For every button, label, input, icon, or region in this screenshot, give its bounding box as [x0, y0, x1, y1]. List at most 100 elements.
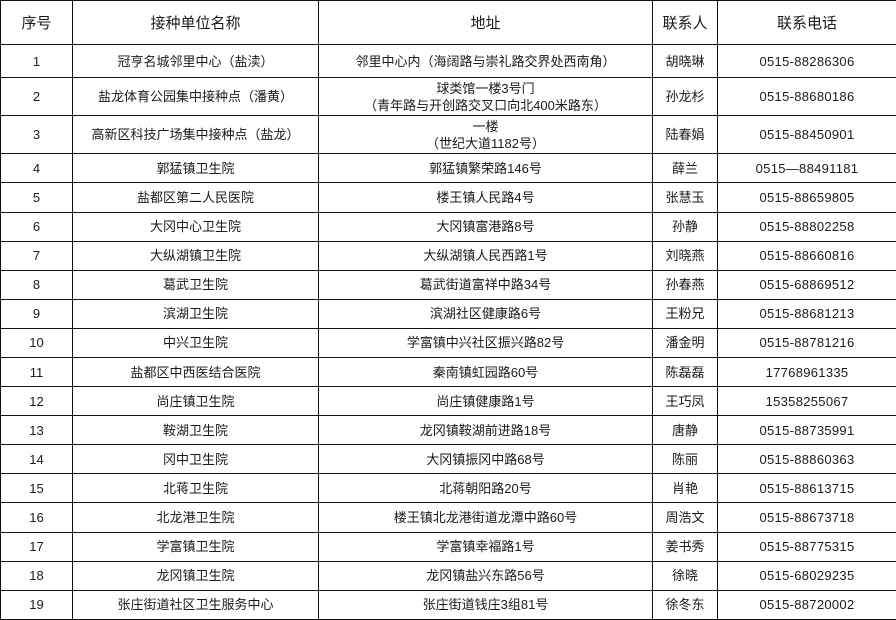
- cell-serial: 15: [0, 473, 73, 504]
- cell-serial: 2: [0, 77, 73, 117]
- cell-serial: 1: [0, 43, 73, 79]
- cell-unit-name: 盐都区第二人民医院: [72, 182, 319, 213]
- cell-contact: 肖艳: [652, 473, 718, 504]
- cell-contact: 刘晓燕: [652, 240, 718, 271]
- cell-contact: 胡晓琳: [652, 43, 718, 79]
- table-header: 序号 接种单位名称 地址 联系人 联系电话: [0, 0, 896, 45]
- cell-phone: 0515-88802258: [717, 211, 896, 242]
- cell-address: 滨湖社区健康路6号: [318, 298, 653, 329]
- header-row: 序号 接种单位名称 地址 联系人 联系电话: [0, 0, 896, 45]
- cell-address: 北蒋朝阳路20号: [318, 473, 653, 504]
- cell-contact: 徐冬东: [652, 589, 718, 620]
- cell-unit-name: 盐都区中西医结合医院: [72, 357, 319, 388]
- cell-contact: 王巧凤: [652, 386, 718, 417]
- table-row: 17 学富镇卫生院 学富镇幸福路1号 姜书秀 0515-88775315: [0, 531, 896, 562]
- cell-phone: 0515-88860363: [717, 444, 896, 475]
- cell-phone: 0515-68869512: [717, 269, 896, 300]
- table-row: 11 盐都区中西医结合医院 秦南镇虹园路60号 陈磊磊 17768961335: [0, 357, 896, 388]
- header-serial: 序号: [0, 0, 73, 45]
- cell-serial: 3: [0, 115, 73, 155]
- table-row: 5 盐都区第二人民医院 楼王镇人民路4号 张慧玉 0515-88659805: [0, 182, 896, 213]
- cell-address: 张庄街道钱庄3组81号: [318, 589, 653, 620]
- cell-serial: 12: [0, 386, 73, 417]
- table-row: 14 冈中卫生院 大冈镇振冈中路68号 陈丽 0515-88860363: [0, 444, 896, 475]
- cell-unit-name: 张庄街道社区卫生服务中心: [72, 589, 319, 620]
- cell-address: 球类馆一楼3号门 （青年路与开创路交叉口向北400米路东）: [318, 77, 653, 117]
- table-row: 1 冠亨名城邻里中心（盐渎） 邻里中心内（海阔路与崇礼路交界处西南角） 胡晓琳 …: [0, 43, 896, 79]
- table-row: 8 葛武卫生院 葛武街道富祥中路34号 孙春燕 0515-68869512: [0, 269, 896, 300]
- cell-phone: 0515-88781216: [717, 327, 896, 359]
- cell-unit-name: 冈中卫生院: [72, 444, 319, 475]
- table-row: 9 滨湖卫生院 滨湖社区健康路6号 王粉兄 0515-88681213: [0, 298, 896, 329]
- cell-phone: 15358255067: [717, 386, 896, 417]
- cell-phone: 0515-88659805: [717, 182, 896, 213]
- cell-serial: 19: [0, 589, 73, 620]
- cell-unit-name: 北蒋卫生院: [72, 473, 319, 504]
- cell-phone: 17768961335: [717, 357, 896, 388]
- cell-serial: 9: [0, 298, 73, 329]
- header-phone: 联系电话: [717, 0, 896, 45]
- cell-unit-name: 冠亨名城邻里中心（盐渎）: [72, 43, 319, 79]
- cell-serial: 13: [0, 415, 73, 446]
- cell-address: 龙冈镇鞍湖前进路18号: [318, 415, 653, 446]
- cell-unit-name: 中兴卫生院: [72, 327, 319, 359]
- cell-phone: 0515-68029235: [717, 560, 896, 591]
- cell-contact: 陈丽: [652, 444, 718, 475]
- cell-contact: 陆春娟: [652, 115, 718, 155]
- cell-address: 龙冈镇盐兴东路56号: [318, 560, 653, 591]
- cell-phone: 0515-88720002: [717, 589, 896, 620]
- cell-contact: 唐静: [652, 415, 718, 446]
- cell-phone: 0515—88491181: [717, 153, 896, 184]
- cell-phone: 0515-88673718: [717, 502, 896, 533]
- cell-serial: 8: [0, 269, 73, 300]
- cell-address: 秦南镇虹园路60号: [318, 357, 653, 388]
- table-row: 19 张庄街道社区卫生服务中心 张庄街道钱庄3组81号 徐冬东 0515-887…: [0, 589, 896, 620]
- table-row: 12 尚庄镇卫生院 尚庄镇健康路1号 王巧凤 15358255067: [0, 386, 896, 417]
- cell-address: 尚庄镇健康路1号: [318, 386, 653, 417]
- cell-contact: 薛兰: [652, 153, 718, 184]
- cell-address: 一楼 （世纪大道1182号）: [318, 115, 653, 155]
- cell-contact: 徐晓: [652, 560, 718, 591]
- cell-unit-name: 大冈中心卫生院: [72, 211, 319, 242]
- cell-unit-name: 郭猛镇卫生院: [72, 153, 319, 184]
- cell-address: 葛武街道富祥中路34号: [318, 269, 653, 300]
- cell-phone: 0515-88680186: [717, 77, 896, 117]
- table-row: 6 大冈中心卫生院 大冈镇富港路8号 孙静 0515-88802258: [0, 211, 896, 242]
- cell-serial: 7: [0, 240, 73, 271]
- cell-unit-name: 高新区科技广场集中接种点（盐龙）: [72, 115, 319, 155]
- cell-unit-name: 学富镇卫生院: [72, 531, 319, 562]
- cell-address: 楼王镇人民路4号: [318, 182, 653, 213]
- cell-contact: 王粉兄: [652, 298, 718, 329]
- cell-contact: 陈磊磊: [652, 357, 718, 388]
- cell-address: 学富镇中兴社区振兴路82号: [318, 327, 653, 359]
- cell-unit-name: 鞍湖卫生院: [72, 415, 319, 446]
- cell-phone: 0515-88775315: [717, 531, 896, 562]
- table-row: 3 高新区科技广场集中接种点（盐龙） 一楼 （世纪大道1182号） 陆春娟 05…: [0, 115, 896, 155]
- header-unit: 接种单位名称: [72, 0, 319, 45]
- cell-contact: 潘金明: [652, 327, 718, 359]
- cell-contact: 张慧玉: [652, 182, 718, 213]
- cell-unit-name: 盐龙体育公园集中接种点（潘黄）: [72, 77, 319, 117]
- cell-address: 邻里中心内（海阔路与崇礼路交界处西南角）: [318, 43, 653, 79]
- cell-address: 大冈镇富港路8号: [318, 211, 653, 242]
- table-row: 18 龙冈镇卫生院 龙冈镇盐兴东路56号 徐晓 0515-68029235: [0, 560, 896, 591]
- cell-phone: 0515-88613715: [717, 473, 896, 504]
- table-row: 13 鞍湖卫生院 龙冈镇鞍湖前进路18号 唐静 0515-88735991: [0, 415, 896, 446]
- cell-serial: 18: [0, 560, 73, 591]
- table-row: 2 盐龙体育公园集中接种点（潘黄） 球类馆一楼3号门 （青年路与开创路交叉口向北…: [0, 77, 896, 117]
- cell-serial: 4: [0, 153, 73, 184]
- cell-phone: 0515-88681213: [717, 298, 896, 329]
- cell-unit-name: 龙冈镇卫生院: [72, 560, 319, 591]
- header-address: 地址: [318, 0, 653, 45]
- cell-phone: 0515-88286306: [717, 43, 896, 79]
- cell-contact: 周浩文: [652, 502, 718, 533]
- cell-serial: 14: [0, 444, 73, 475]
- cell-phone: 0515-88450901: [717, 115, 896, 155]
- cell-serial: 16: [0, 502, 73, 533]
- cell-serial: 11: [0, 357, 73, 388]
- cell-unit-name: 葛武卫生院: [72, 269, 319, 300]
- table-row: 4 郭猛镇卫生院 郭猛镇繁荣路146号 薛兰 0515—88491181: [0, 153, 896, 184]
- cell-address: 学富镇幸福路1号: [318, 531, 653, 562]
- cell-contact: 孙龙杉: [652, 77, 718, 117]
